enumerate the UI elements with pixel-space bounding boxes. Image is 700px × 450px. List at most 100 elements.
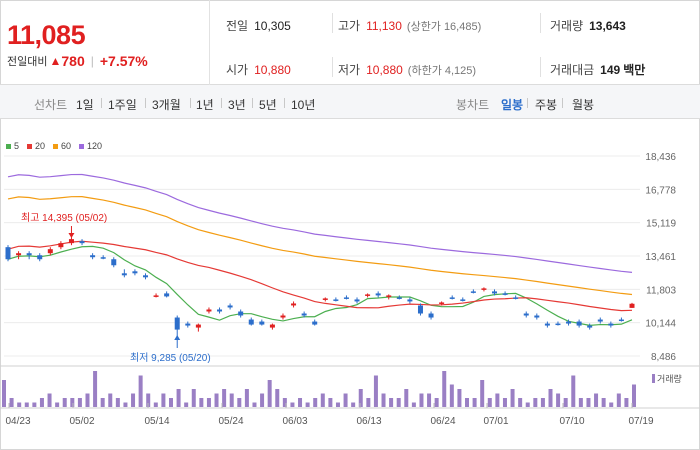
volume-bar (389, 398, 394, 407)
moving-average-lines (7, 173, 633, 326)
candle-body (322, 298, 328, 300)
volume-bar (85, 393, 90, 407)
annotations: 최고 14,395 (05/02) 최저 9,285 (05/20) (21, 212, 211, 364)
candle-body (121, 273, 127, 276)
toolbar-divider (284, 98, 285, 108)
volume-bar (199, 398, 204, 407)
volume-bar (138, 375, 143, 407)
period-1y[interactable]: 1년 (196, 98, 214, 112)
volume-bar (320, 393, 325, 407)
high-arrow-head (68, 233, 75, 238)
period-1w[interactable]: 1주일 (108, 98, 137, 112)
candle-body (555, 323, 561, 326)
y-tick-label: 8,486 (651, 352, 676, 363)
candle-daily[interactable]: 일봉 (501, 98, 524, 112)
x-tick-label: 06/13 (356, 416, 381, 427)
candle-body (544, 323, 550, 326)
change-value: 780 (61, 53, 85, 69)
volume-bar (328, 398, 333, 407)
volume-bar (77, 398, 82, 407)
chart-toolbar: 선차트 1일 1주일 3개월 1년 3년 5년 10년 봉차트 일봉 주봉 월봉 (0, 85, 700, 119)
candle-body (206, 309, 212, 312)
volume-bar (47, 393, 52, 407)
volume-bar (168, 398, 173, 407)
candle-body (492, 291, 498, 294)
stat-volume: 거래량 13,643 (550, 19, 626, 33)
volume-bar (24, 402, 29, 407)
candle-body (439, 302, 445, 304)
volume-bar (290, 402, 295, 407)
volume-bar (335, 402, 340, 407)
volume-bar (115, 398, 120, 407)
volume-bar (472, 398, 477, 407)
candle-body (407, 299, 413, 302)
quote-summary: 11,085 전일대비 ▲ 780 | +7.57% 전일 10,305 고가 … (0, 0, 700, 85)
volume-bar (108, 393, 113, 407)
volume-bar (206, 398, 211, 407)
x-axis: 04/23 05/02 05/14 05/24 06/03 06/13 06/24 07/01… (5, 403, 654, 427)
period-5y[interactable]: 5년 (259, 98, 277, 112)
legend-ma60: 60 (53, 141, 71, 151)
stat-divider (332, 57, 333, 77)
line-chart-label: 선차트 (34, 98, 68, 112)
candle-body (587, 325, 593, 328)
candle-body (470, 291, 476, 293)
candle-body (343, 297, 349, 299)
volume-bar (449, 384, 454, 407)
candle-body (217, 309, 223, 312)
candle-monthly[interactable]: 월봉 (572, 98, 595, 112)
period-10y[interactable]: 10년 (291, 98, 316, 112)
candle-body (460, 299, 466, 301)
volume-bar (609, 402, 614, 407)
volume-bar (298, 398, 303, 407)
y-tick-label: 15,119 (646, 219, 676, 230)
stat-turnover: 거래대금 149 백만 (550, 63, 646, 77)
x-tick-label: 06/03 (282, 416, 307, 427)
period-3y[interactable]: 3년 (228, 98, 246, 112)
x-tick-label: 07/10 (559, 416, 584, 427)
change-separator: | (90, 54, 94, 68)
candle-body (566, 321, 572, 324)
volume-bar (9, 398, 14, 407)
x-tick-label: 06/24 (430, 416, 455, 427)
volume-bar (540, 398, 545, 407)
volume-bar (275, 389, 280, 407)
volume-bar (123, 402, 128, 407)
volume-bar (586, 398, 591, 407)
candle-body (259, 321, 265, 325)
volume-bar (2, 380, 6, 407)
x-tick-label: 05/24 (218, 416, 243, 427)
volume-bar (313, 398, 318, 407)
candle-weekly[interactable]: 주봉 (535, 98, 558, 112)
y-tick-label: 11,803 (646, 285, 676, 296)
legend-ma120: 120 (79, 141, 102, 151)
candle-body (238, 311, 244, 316)
candle-body (375, 293, 381, 296)
volume-bar (222, 389, 227, 407)
candle-body (174, 317, 180, 330)
candle-body (164, 293, 170, 297)
volume-bar (244, 389, 249, 407)
candle-body (280, 315, 286, 318)
candle-body (79, 241, 85, 244)
volume-bar (411, 402, 416, 407)
period-3m[interactable]: 3개월 (152, 98, 181, 112)
volume-bar (366, 398, 371, 407)
change-percent: +7.57% (99, 53, 148, 69)
volume-bar (153, 402, 158, 407)
volume-bar (184, 402, 189, 407)
y-tick-label: 16,778 (645, 185, 676, 196)
candle-body (365, 294, 371, 296)
volume-bar (62, 398, 67, 407)
volume-bar (358, 389, 363, 407)
ma5-line (7, 245, 633, 326)
volume-bar (533, 398, 538, 407)
candle-body (68, 239, 74, 244)
volume-bar (100, 398, 105, 407)
ma120-line (7, 173, 633, 273)
period-1d[interactable]: 1일 (76, 98, 94, 112)
change-row: 전일대비 ▲ 780 | +7.57% (7, 53, 148, 69)
high-annotation: 최고 14,395 (05/02) (21, 212, 107, 224)
volume-bar (381, 393, 386, 407)
candle-body (248, 319, 254, 325)
